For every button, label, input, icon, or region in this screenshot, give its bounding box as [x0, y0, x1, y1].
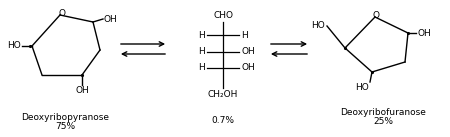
Text: 75%: 75%: [55, 122, 75, 131]
Text: OH: OH: [241, 48, 255, 56]
Text: 25%: 25%: [373, 117, 393, 126]
Text: Deoxyribofuranose: Deoxyribofuranose: [340, 108, 426, 117]
Text: HO: HO: [311, 22, 325, 31]
Text: OH: OH: [417, 28, 431, 38]
Text: O: O: [58, 9, 66, 18]
Text: HO: HO: [355, 83, 369, 92]
Text: 0.7%: 0.7%: [212, 116, 234, 125]
Text: CH₂OH: CH₂OH: [208, 90, 238, 99]
Text: OH: OH: [104, 15, 118, 24]
Text: Deoxyribopyranose: Deoxyribopyranose: [21, 113, 109, 122]
Text: H: H: [198, 48, 205, 56]
Text: HO: HO: [7, 42, 21, 51]
Text: OH: OH: [75, 86, 89, 95]
Text: H: H: [198, 31, 205, 39]
Text: CHO: CHO: [213, 11, 233, 20]
Text: H: H: [198, 64, 205, 72]
Text: O: O: [373, 12, 379, 21]
Text: H: H: [241, 31, 248, 39]
Text: OH: OH: [241, 64, 255, 72]
